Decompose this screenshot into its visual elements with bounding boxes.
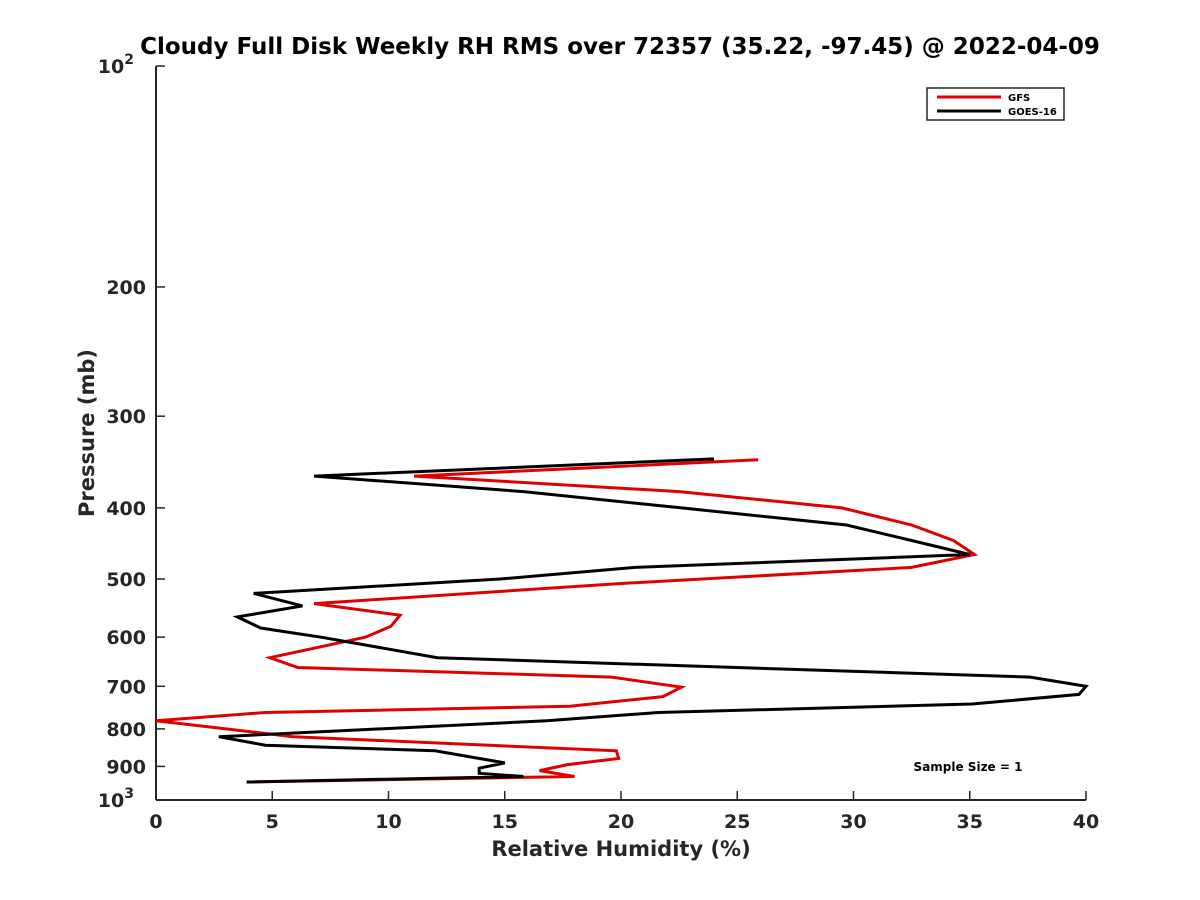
x-axis-label: Relative Humidity (%)	[491, 837, 750, 861]
legend-label: GOES-16	[1008, 107, 1057, 118]
x-tick-label: 40	[1073, 811, 1099, 833]
y-tick-exponent: 3	[124, 786, 134, 802]
x-tick-label: 10	[375, 811, 401, 833]
y-tick-label: 500	[106, 569, 146, 591]
y-tick-label: 700	[106, 676, 146, 698]
legend-label: GFS	[1008, 93, 1030, 104]
y-tick-exponent: 2	[124, 52, 134, 68]
x-tick-label: 35	[957, 811, 983, 833]
x-axis-ticks: 0 5 10 15 20 25 30 35 40	[149, 791, 1099, 833]
y-tick-label: 900	[106, 756, 146, 778]
series-line-goes-16	[218, 457, 1089, 784]
y-tick-label: 400	[106, 498, 146, 520]
y-tick-base: 10	[98, 790, 124, 812]
x-tick-label: 20	[608, 811, 634, 833]
series-line-gfs	[155, 458, 979, 784]
y-tick-label: 200	[106, 277, 146, 299]
y-tick-label: 800	[106, 719, 146, 741]
legend: GFS GOES-16	[926, 87, 1065, 121]
x-tick-label: 25	[724, 811, 750, 833]
x-tick-label: 30	[840, 811, 866, 833]
y-tick-base: 10	[98, 56, 124, 78]
x-tick-label: 0	[149, 811, 162, 833]
y-tick-label: 103	[98, 786, 134, 812]
x-tick-label: 15	[492, 811, 518, 833]
legend-box	[926, 87, 1065, 121]
series-layer	[155, 457, 1089, 784]
sample-size-annotation: Sample Size = 1	[914, 760, 1023, 774]
chart-title: Cloudy Full Disk Weekly RH RMS over 7235…	[140, 34, 1100, 60]
y-axis-label: Pressure (mb)	[75, 349, 99, 517]
y-tick-label: 102	[98, 52, 134, 78]
y-tick-label: 600	[106, 627, 146, 649]
y-tick-label: 300	[106, 406, 146, 428]
x-tick-label: 5	[266, 811, 279, 833]
